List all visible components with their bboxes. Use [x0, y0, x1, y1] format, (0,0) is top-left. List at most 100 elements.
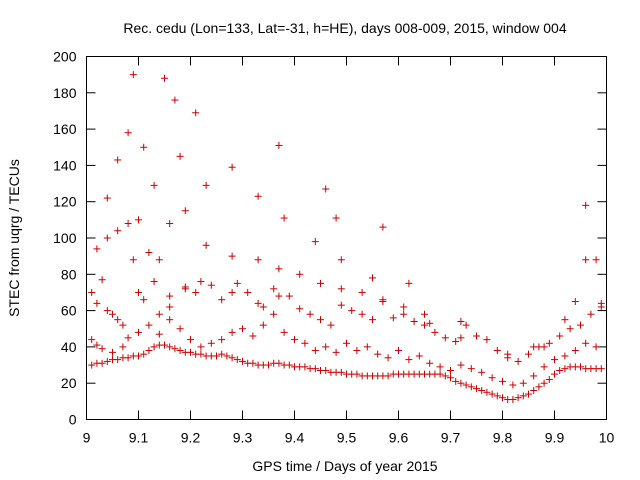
data-point	[135, 216, 142, 224]
y-tick-label: 0	[69, 412, 77, 428]
y-tick-label: 60	[61, 303, 77, 319]
data-point	[239, 325, 246, 333]
data-point	[135, 328, 142, 336]
data-point	[254, 192, 262, 200]
data-point	[582, 256, 590, 264]
data-point	[176, 325, 184, 333]
data-point	[135, 288, 142, 296]
data-point	[405, 356, 413, 364]
data-point	[592, 256, 600, 264]
data-point	[499, 394, 506, 402]
data-point	[410, 317, 418, 325]
data-point	[343, 339, 350, 347]
data-point	[124, 129, 132, 137]
data-point	[88, 288, 96, 296]
data-point	[140, 296, 148, 304]
y-tick-label: 160	[53, 121, 77, 137]
data-point	[436, 363, 444, 371]
data-point	[457, 334, 465, 342]
data-point	[218, 336, 226, 344]
data-point	[473, 385, 480, 393]
data-point	[109, 310, 116, 318]
data-point	[275, 265, 283, 273]
data-point	[452, 377, 460, 385]
data-point	[514, 394, 522, 402]
data-point	[228, 288, 236, 296]
data-point	[88, 336, 96, 344]
data-point	[161, 74, 168, 82]
y-tick-label: 180	[53, 85, 77, 101]
data-point	[296, 305, 304, 313]
data-point	[348, 307, 356, 315]
data-point	[124, 354, 132, 362]
data-point	[587, 310, 595, 318]
data-point	[171, 96, 179, 104]
data-point	[275, 141, 283, 149]
data-point	[540, 363, 548, 371]
data-point	[192, 109, 200, 117]
data-point	[114, 156, 122, 164]
data-point	[395, 347, 402, 355]
data-point	[384, 354, 392, 362]
data-point	[436, 370, 444, 378]
data-points	[88, 71, 605, 404]
data-point	[530, 343, 538, 351]
data-point	[285, 361, 293, 369]
data-point	[478, 386, 486, 394]
data-point	[233, 356, 241, 364]
data-point	[322, 185, 330, 193]
data-point	[467, 383, 475, 391]
data-point	[317, 279, 324, 287]
y-tick-label: 100	[53, 230, 77, 246]
data-point	[228, 354, 236, 362]
data-point	[467, 365, 475, 373]
data-point	[207, 339, 215, 347]
data-point	[452, 337, 460, 345]
chart-title: Rec. cedu (Lon=133, Lat=-31, h=HE), days…	[123, 20, 566, 36]
data-point	[280, 214, 288, 222]
data-point	[353, 347, 361, 355]
data-point	[540, 343, 548, 351]
data-point	[509, 381, 517, 389]
axis-tick-labels: 9 9.1 9.2 9.3 9.4 9.5 9.6 9.7 9.8 9.9 100204060801…	[53, 49, 614, 446]
x-tick-label: 9.9	[545, 430, 565, 446]
data-point	[155, 330, 163, 338]
data-point	[249, 359, 257, 367]
data-point	[493, 347, 501, 355]
data-point	[119, 321, 127, 329]
data-point	[462, 381, 470, 389]
x-tick-label: 9.3	[233, 430, 253, 446]
data-point	[322, 366, 330, 374]
data-point	[389, 314, 397, 322]
data-point	[379, 296, 387, 304]
data-point	[129, 256, 137, 264]
x-tick-label: 10	[599, 430, 615, 446]
x-tick-label: 9.7	[441, 430, 461, 446]
data-point	[88, 361, 96, 369]
data-point	[228, 163, 236, 171]
data-point	[577, 363, 584, 371]
data-point	[421, 310, 428, 318]
data-point	[545, 339, 553, 347]
data-point	[332, 348, 340, 356]
data-point	[254, 299, 262, 307]
data-point	[317, 316, 324, 324]
data-point	[369, 274, 376, 282]
data-point	[166, 316, 174, 324]
x-tick-label: 9.2	[181, 430, 201, 446]
data-point	[311, 365, 319, 373]
data-point	[457, 379, 465, 387]
data-point	[140, 143, 148, 151]
data-point	[301, 363, 309, 371]
data-point	[400, 303, 408, 311]
data-point	[457, 361, 465, 369]
x-axis-label: GPS time / Days of year 2015	[252, 458, 437, 474]
data-point	[176, 347, 184, 355]
data-point	[202, 241, 210, 249]
data-point	[369, 316, 376, 324]
x-tick-label: 9	[83, 430, 91, 446]
data-point	[145, 347, 153, 355]
data-point	[207, 281, 215, 289]
x-tick-label: 9.6	[389, 430, 409, 446]
